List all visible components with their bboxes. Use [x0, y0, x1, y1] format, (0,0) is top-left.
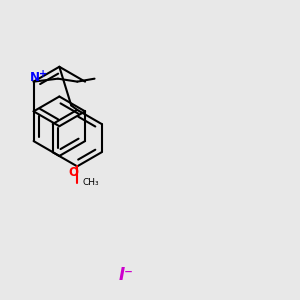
Text: O: O — [69, 167, 79, 179]
Text: I⁻: I⁻ — [119, 266, 134, 284]
Text: N: N — [30, 71, 40, 84]
Text: CH₃: CH₃ — [82, 178, 99, 187]
Text: +: + — [39, 69, 47, 79]
